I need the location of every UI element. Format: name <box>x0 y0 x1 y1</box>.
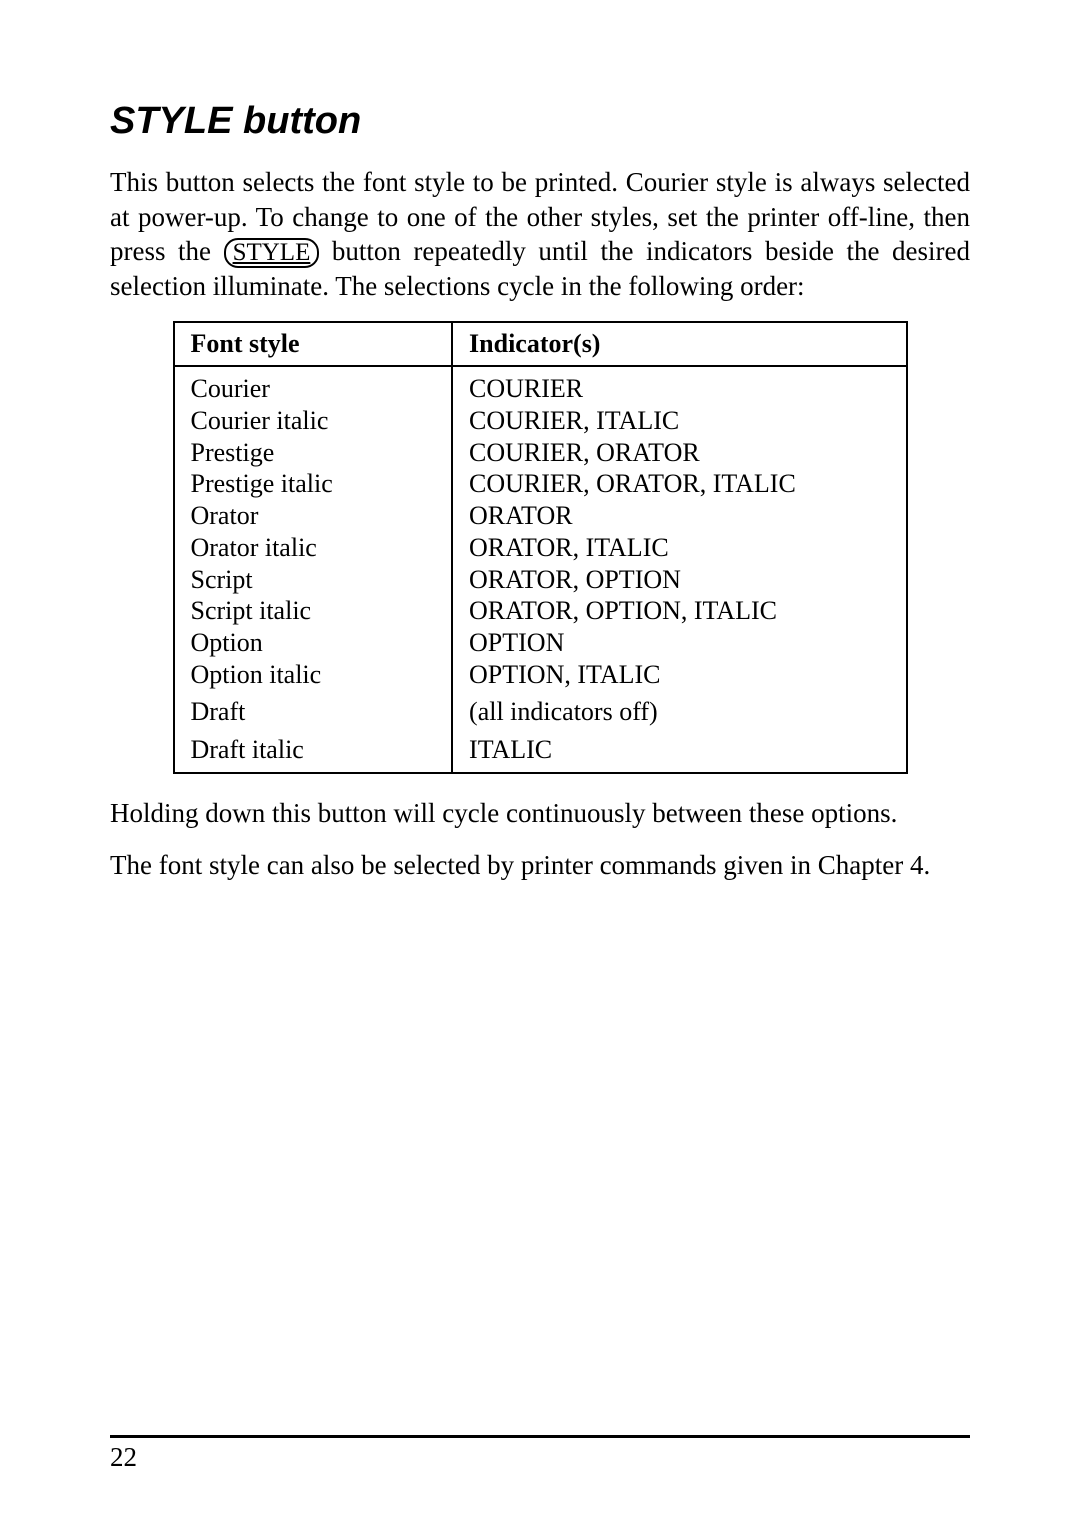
cell-value: (all indicators off) <box>469 696 891 728</box>
cell-value: Orator italic <box>191 532 438 564</box>
table-header-row: Font style Indicator(s) <box>174 322 907 366</box>
cell-value: Prestige italic <box>191 468 438 500</box>
font-style-table: Font style Indicator(s) Courier Courier … <box>173 321 908 774</box>
hold-down-paragraph: Holding down this button will cycle cont… <box>110 796 970 831</box>
cell-value: ORATOR, ITALIC <box>469 532 891 564</box>
cell-value: Script italic <box>191 595 438 627</box>
indicator-cell: COURIER COURIER, ITALIC COURIER, ORATOR … <box>452 366 906 773</box>
page-number: 22 <box>110 1442 970 1473</box>
page-footer: 22 <box>110 1435 970 1473</box>
table-row: Courier Courier italic Prestige Prestige… <box>174 366 907 773</box>
style-button-label: STYLE <box>224 238 320 268</box>
cell-value: Draft <box>191 696 438 728</box>
cell-value: Option <box>191 627 438 659</box>
chapter-ref-paragraph: The font style can also be selected by p… <box>110 848 970 883</box>
header-indicators: Indicator(s) <box>452 322 906 366</box>
cell-value: Option italic <box>191 659 438 691</box>
cell-value: COURIER <box>469 373 891 405</box>
cell-value: Draft italic <box>191 734 438 766</box>
cell-value: COURIER, ORATOR <box>469 437 891 469</box>
intro-paragraph: This button selects the font style to be… <box>110 165 970 303</box>
cell-value: OPTION <box>469 627 891 659</box>
cell-value: Courier <box>191 373 438 405</box>
cell-value: Script <box>191 564 438 596</box>
cell-value: OPTION, ITALIC <box>469 659 891 691</box>
cell-value: Courier italic <box>191 405 438 437</box>
cell-value: Orator <box>191 500 438 532</box>
section-heading: STYLE button <box>110 100 970 143</box>
cell-value: ITALIC <box>469 734 891 766</box>
cell-value: COURIER, ITALIC <box>469 405 891 437</box>
cell-value: ORATOR, OPTION <box>469 564 891 596</box>
cell-value: ORATOR, OPTION, ITALIC <box>469 595 891 627</box>
cell-value: Prestige <box>191 437 438 469</box>
header-font-style: Font style <box>174 322 453 366</box>
footer-rule <box>110 1435 970 1438</box>
cell-value: ORATOR <box>469 500 891 532</box>
font-style-cell: Courier Courier italic Prestige Prestige… <box>174 366 453 773</box>
cell-value: COURIER, ORATOR, ITALIC <box>469 468 891 500</box>
